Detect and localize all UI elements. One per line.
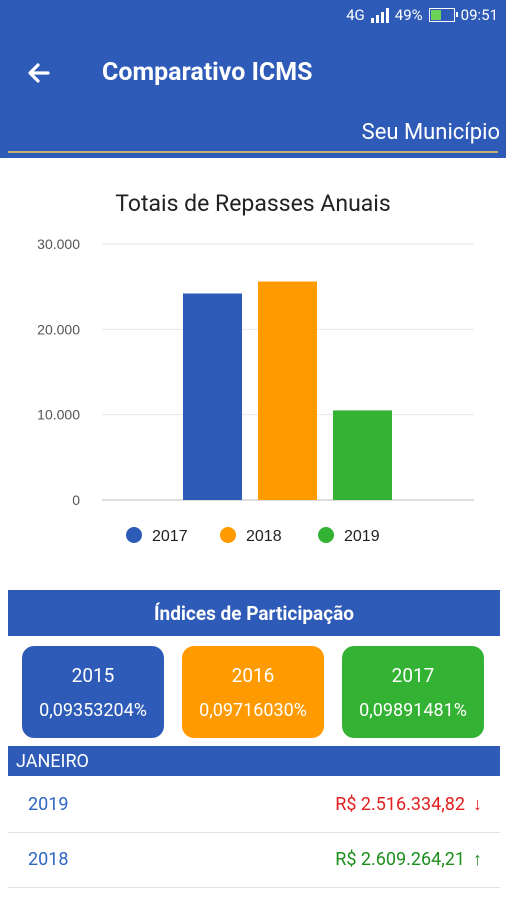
legend-label: 2018 (246, 528, 282, 545)
arrow-up-icon: ↑ (473, 849, 482, 870)
back-button[interactable] (22, 56, 56, 90)
index-card-year: 2015 (71, 664, 115, 687)
y-tick-label: 10.000 (37, 407, 80, 423)
indices-header-label: Índices de Participação (153, 601, 355, 625)
y-tick-label: 30.000 (37, 236, 80, 252)
legend-swatch (220, 527, 236, 543)
network-label: 4G (346, 6, 365, 24)
list-item[interactable]: 2019 R$ 2.516.334,82 ↓ (8, 778, 500, 833)
bar-chart: Totais de Repasses Anuais 0 10.000 20.000 3… (0, 160, 506, 580)
page-title: Comparativo ICMS (102, 58, 313, 87)
legend-label: 2017 (152, 528, 188, 545)
indices-header: Índices de Participação (8, 590, 500, 636)
index-card-value: 0,09353204% (39, 700, 147, 721)
row-value: R$ 2.609.264,21 ↑ (335, 849, 482, 870)
arrow-down-icon: ↓ (473, 794, 482, 815)
signal-icon (370, 7, 389, 23)
row-year: 2019 (28, 794, 69, 815)
bar-2018[interactable] (258, 281, 317, 500)
clock: 09:51 (460, 6, 498, 24)
list-item[interactable]: 2018 R$ 2.609.264,21 ↑ (8, 833, 500, 888)
y-tick-label: 0 (72, 492, 80, 508)
bar-2017[interactable] (183, 293, 242, 500)
index-card-value: 0,09891481% (359, 700, 467, 721)
y-tick-label: 20.000 (37, 321, 80, 337)
row-amount: R$ 2.516.334,82 (335, 794, 465, 815)
index-card-year: 2017 (391, 664, 435, 687)
subtitle: Seu Município (361, 120, 500, 145)
month-label: JANEIRO (16, 751, 89, 772)
row-year: 2018 (28, 849, 69, 870)
arrow-back-icon (28, 63, 50, 83)
indices-cards: 2015 0,09353204% 2016 0,09716030% 2017 0… (0, 646, 506, 738)
status-bar: 4G 49% 09:51 (0, 0, 506, 32)
month-header: JANEIRO (8, 746, 500, 776)
chart-title: Totais de Repasses Anuais (115, 190, 391, 217)
chart-canvas: 0 10.000 20.000 30.000 2017 2018 2019 (37, 236, 474, 545)
legend-item-2018[interactable]: 2018 (220, 527, 282, 545)
index-card-year: 2016 (231, 664, 275, 687)
row-amount: R$ 2.609.264,21 (335, 849, 465, 870)
divider (8, 151, 498, 153)
app-bar: Comparativo ICMS Seu Município (0, 32, 506, 158)
legend-swatch (318, 527, 334, 543)
legend-label: 2019 (344, 528, 380, 545)
index-card-2015[interactable]: 2015 0,09353204% (22, 646, 164, 738)
legend-item-2019[interactable]: 2019 (318, 527, 380, 545)
legend-item-2017[interactable]: 2017 (126, 527, 188, 545)
index-card-value: 0,09716030% (199, 700, 307, 721)
row-value: R$ 2.516.334,82 ↓ (335, 794, 482, 815)
index-card-2017[interactable]: 2017 0,09891481% (342, 646, 484, 738)
legend-swatch (126, 527, 142, 543)
battery-label: 49% (394, 6, 423, 24)
bar-2019[interactable] (333, 410, 392, 500)
index-card-2016[interactable]: 2016 0,09716030% (182, 646, 324, 738)
battery-icon (428, 8, 458, 22)
